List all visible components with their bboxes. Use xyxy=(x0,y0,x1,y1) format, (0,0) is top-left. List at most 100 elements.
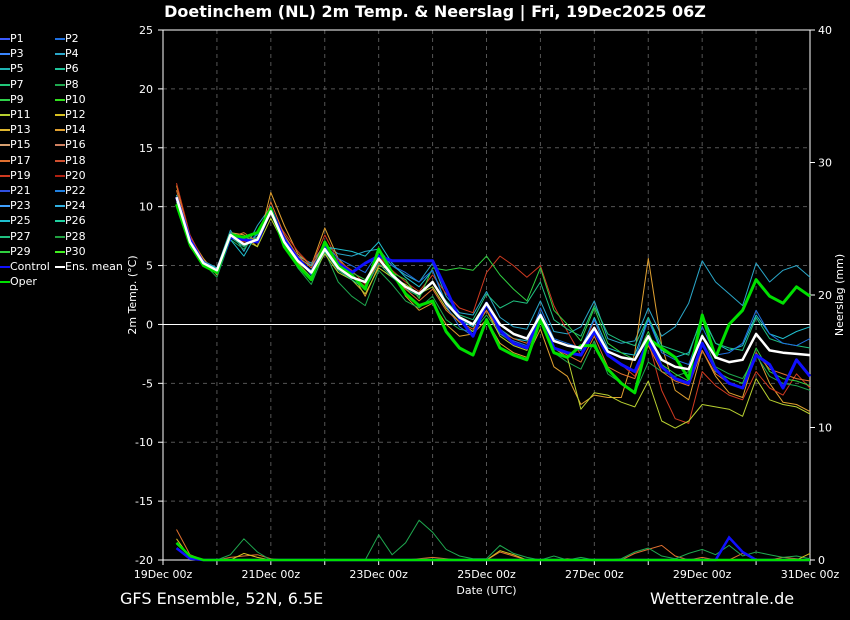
x-tick-label: 29Dec 00z xyxy=(673,568,732,581)
legend-swatch xyxy=(55,38,65,40)
temp-line-p17 xyxy=(176,190,811,389)
legend-label: P25 xyxy=(10,214,31,228)
x-tick-label: 19Dec 00z xyxy=(134,568,193,581)
y-tick-label: 25 xyxy=(139,24,153,37)
legend-swatch xyxy=(55,266,65,268)
precip-series-group xyxy=(175,519,811,562)
legend-label: Oper xyxy=(10,275,37,289)
precip-line-p8 xyxy=(176,519,811,561)
legend-swatch xyxy=(0,144,10,147)
legend-swatch xyxy=(0,250,10,253)
x-tick-label: 31Dec 00z xyxy=(781,568,840,581)
legend-swatch xyxy=(0,190,10,192)
legend-swatch xyxy=(55,144,65,147)
precip-line-p12 xyxy=(176,538,811,561)
y2-tick-label: 30 xyxy=(818,157,832,170)
temp-series-group xyxy=(175,182,812,429)
x-axis-ticks: 19Dec 00z 21Dec 00z 23Dec 00z 25Dec 00z 27De… xyxy=(134,560,840,581)
legend-label: P9 xyxy=(10,92,24,106)
legend-label: Control xyxy=(10,260,50,273)
y2-axis-label: Neerslag (mm) xyxy=(833,254,846,336)
y2-tick-label: 10 xyxy=(818,422,832,435)
y-tick-label: 15 xyxy=(139,142,153,155)
x-axis-label: Date (UTC) xyxy=(456,584,516,597)
legend-label: P2 xyxy=(65,32,79,45)
legend-label: P26 xyxy=(65,214,86,228)
legend-swatch xyxy=(55,250,65,253)
legend-swatch xyxy=(0,53,10,56)
legend-swatch xyxy=(55,235,65,238)
y-tick-label: -20 xyxy=(135,554,153,567)
legend-label: P8 xyxy=(65,77,79,91)
legend-label: P11 xyxy=(10,108,31,121)
legend-label: P21 xyxy=(10,184,31,197)
legend-swatch xyxy=(55,159,65,162)
legend-swatch xyxy=(55,114,65,116)
y-tick-label: -5 xyxy=(142,377,153,390)
y-tick-label: -15 xyxy=(135,495,153,508)
legend-label: P6 xyxy=(65,62,79,76)
legend-swatch xyxy=(0,129,10,132)
legend-swatch xyxy=(0,266,10,268)
x-tick-label: 23Dec 00z xyxy=(349,568,408,581)
temp-line-ens-mean xyxy=(175,196,811,371)
y-tick-label: 10 xyxy=(139,201,153,214)
legend-label: P13 xyxy=(10,123,31,137)
legend-swatch xyxy=(0,38,10,40)
legend-label: P29 xyxy=(10,244,31,258)
grid-lines xyxy=(163,29,810,561)
site-label: Wetterzentrale.de xyxy=(650,589,795,608)
legend-label: P24 xyxy=(65,199,86,213)
legend-label: P19 xyxy=(10,168,31,182)
legend-label: P23 xyxy=(10,199,31,213)
legend-swatch xyxy=(55,68,65,71)
legend-swatch xyxy=(55,129,65,132)
legend-label: P14 xyxy=(65,123,86,137)
legend-label: P18 xyxy=(65,153,86,167)
legend-label: P7 xyxy=(10,77,24,91)
legend-label: P15 xyxy=(10,138,31,152)
legend-label: P10 xyxy=(65,92,86,106)
precip-line-oper xyxy=(175,541,810,562)
legend-swatch xyxy=(0,68,10,71)
x-tick-label: 27Dec 00z xyxy=(565,568,624,581)
legend-swatch xyxy=(0,281,10,284)
x-tick-label: 25Dec 00z xyxy=(457,568,516,581)
temp-line-control xyxy=(175,196,812,390)
legend-label: P28 xyxy=(65,229,86,243)
temp-line-p8 xyxy=(176,201,811,394)
y2-tick-label: 0 xyxy=(818,554,825,567)
y2-tick-label: 40 xyxy=(818,24,832,37)
y-axis-ticks: -20 -15 -10 -5 0 5 10 15 20 25 xyxy=(135,24,163,567)
y-tick-label: 5 xyxy=(146,260,153,273)
legend-swatch xyxy=(0,83,10,86)
legend-label: P16 xyxy=(65,138,86,152)
legend-label: P3 xyxy=(10,47,24,61)
legend-swatch xyxy=(0,235,10,238)
y-tick-label: -10 xyxy=(135,436,153,449)
temp-line-oper xyxy=(175,203,811,395)
legend-swatch xyxy=(55,220,65,223)
source-label: GFS Ensemble, 52N, 6.5E xyxy=(120,589,324,608)
legend-swatch xyxy=(0,220,10,223)
y-tick-label: 0 xyxy=(146,318,153,331)
legend-swatch xyxy=(0,114,10,116)
legend-label: P5 xyxy=(10,62,24,76)
legend-swatch xyxy=(55,83,65,86)
legend-swatch xyxy=(55,174,65,177)
legend-swatch xyxy=(0,205,10,208)
y2-axis-ticks: 0 10 20 30 40 xyxy=(810,24,832,567)
legend-label: P4 xyxy=(65,47,79,61)
chart-title: Doetinchem (NL) 2m Temp. & Neerslag | Fr… xyxy=(164,2,706,21)
y-axis-label: 2m Temp. (°C) xyxy=(126,255,139,334)
y2-tick-label: 20 xyxy=(818,289,832,302)
legend-swatch xyxy=(55,98,65,101)
legend-label: P17 xyxy=(10,153,31,167)
legend-label: P30 xyxy=(65,244,86,258)
legend-swatch xyxy=(55,205,65,208)
legend-swatch xyxy=(0,174,10,177)
legend-label: P20 xyxy=(65,168,86,182)
legend-swatch xyxy=(0,98,10,101)
legend-swatch xyxy=(55,53,65,56)
legend-label: P27 xyxy=(10,229,31,243)
